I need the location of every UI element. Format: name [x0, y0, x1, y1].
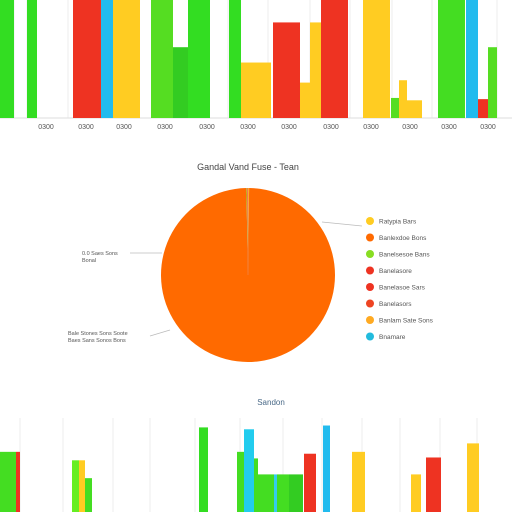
top-bar: [399, 80, 407, 118]
pie-legend-swatch: [366, 266, 374, 275]
pie-legend-label: Banelasoe Sars: [379, 285, 426, 292]
top-bar: [113, 0, 140, 118]
pie-chart-legend: Ratypia Bars Banlexdoe Bons Banelsesoe Ban…: [321, 217, 434, 341]
pie-legend-swatch: [366, 316, 374, 324]
top-bar: [363, 0, 390, 118]
top-bar: [466, 0, 478, 118]
top-tick-label: 0300: [323, 124, 339, 131]
bottom-bar: [323, 425, 330, 512]
top-bar: [273, 22, 300, 119]
pie-legend-swatch: [366, 332, 374, 341]
top-tick-label: 0300: [116, 124, 132, 131]
pie-callout-label: 0.0 Saes Sons: [82, 251, 118, 257]
top-bar: [407, 100, 422, 118]
pie-slice: [246, 188, 248, 275]
top-chart-tick-labels: 0300 0300 0300 0300 0300 0300 0300 0300 0300 0300…: [38, 124, 496, 131]
top-tick-label: 0300: [240, 124, 256, 131]
bottom-bar: [352, 451, 365, 512]
bottom-bar: [237, 451, 245, 512]
top-chart-bars: [0, 0, 497, 119]
pie-callout-label: Baes Sans Sonos Bons: [68, 338, 126, 344]
pie-legend-swatch: [366, 283, 374, 291]
top-bar: [229, 0, 241, 118]
top-tick-label: 0300: [38, 124, 54, 131]
pie-legend-swatch: [366, 233, 374, 242]
top-tick-label: 0300: [402, 124, 418, 131]
top-tick-label: 0300: [199, 124, 215, 131]
pie-legend-label: Banelsesoe Bans: [379, 252, 430, 259]
pie-chart-title: Gandal Vand Fuse - Tean: [197, 162, 299, 172]
bottom-bar: [72, 460, 79, 512]
top-tick-label: 0300: [78, 124, 94, 131]
top-bar: [0, 0, 14, 118]
top-bar: [27, 0, 37, 118]
pie-legend-label: Banlexdoe Bons: [379, 235, 427, 242]
top-tick-label: 0300: [480, 124, 496, 131]
pie-chart: [161, 188, 336, 362]
top-bar: [241, 62, 271, 118]
top-bar: [151, 0, 173, 118]
top-bar: [438, 0, 465, 118]
top-bar: [488, 47, 497, 119]
bottom-bar: [85, 478, 92, 512]
top-bar: [300, 82, 310, 118]
pie-callout-label: Bale Stones Sons Soote: [68, 331, 128, 337]
top-tick-label: 0300: [441, 124, 457, 131]
bottom-bar: [0, 451, 16, 512]
top-bar: [73, 0, 101, 118]
pie-callout-line: [149, 329, 171, 337]
pie-slice: [161, 188, 336, 362]
pie-callout-label: Bonal: [82, 258, 96, 264]
bottom-bar: [304, 453, 316, 512]
bottom-bar: [79, 460, 85, 512]
bottom-chart-bars: [0, 425, 479, 512]
bottom-bar: [254, 458, 258, 512]
pie-legend-label: Banelasore: [379, 268, 412, 275]
pie-legend-label: Banelasors: [379, 301, 412, 308]
bottom-bar: [277, 474, 289, 512]
bottom-bar: [244, 429, 254, 512]
pie-legend-label: Bnamare: [379, 334, 406, 341]
pie-legend-leader: [321, 221, 363, 227]
bottom-bar: [199, 427, 208, 512]
bottom-chart-title: Sandon: [257, 398, 285, 407]
top-tick-label: 0300: [281, 124, 297, 131]
top-bar: [391, 97, 399, 118]
pie-legend-swatch: [366, 217, 374, 225]
top-bar: [321, 0, 348, 118]
bottom-bar: [426, 457, 441, 512]
top-bar: [310, 22, 321, 119]
top-bar: [101, 0, 113, 118]
top-bar: [188, 0, 210, 118]
top-tick-label: 0300: [363, 124, 379, 131]
bottom-bar: [411, 474, 421, 512]
pie-legend-swatch: [366, 250, 374, 258]
bottom-bar: [16, 451, 20, 512]
top-bar: [173, 47, 188, 119]
top-tick-label: 0300: [157, 124, 173, 131]
bottom-bar: [467, 443, 479, 512]
pie-legend-swatch: [366, 299, 374, 308]
pie-legend-label: Ratypia Bars: [379, 219, 417, 226]
bottom-bar: [289, 474, 303, 512]
bottom-bar: [258, 474, 274, 512]
pie-legend-label: Banlam Sate Sons: [379, 318, 434, 325]
bottom-bar: [274, 474, 277, 512]
